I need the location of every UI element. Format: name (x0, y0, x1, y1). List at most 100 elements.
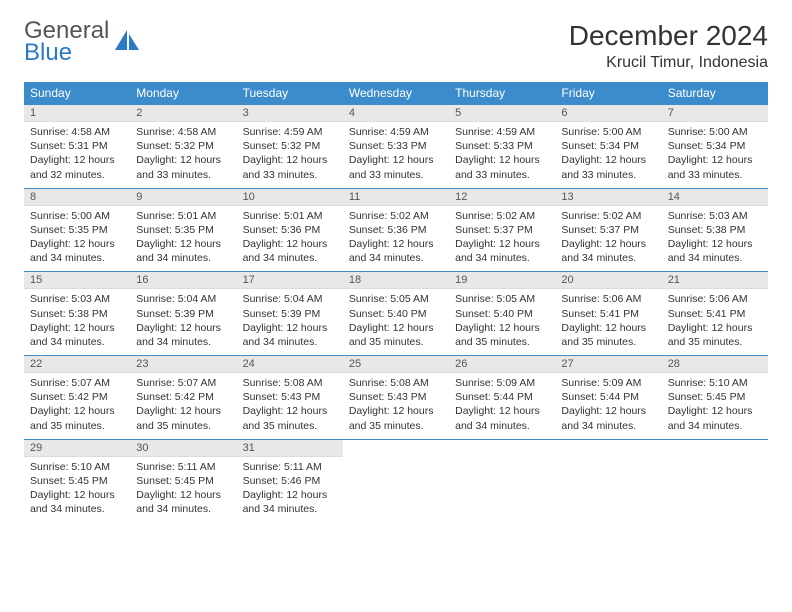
sunrise-line: Sunrise: 5:04 AM (243, 292, 337, 306)
daylight-line: Daylight: 12 hours and 34 minutes. (455, 237, 549, 265)
day-body: Sunrise: 5:06 AMSunset: 5:41 PMDaylight:… (662, 289, 768, 355)
calendar-cell: 16Sunrise: 5:04 AMSunset: 5:39 PMDayligh… (130, 272, 236, 356)
calendar-cell: 31Sunrise: 5:11 AMSunset: 5:46 PMDayligh… (237, 439, 343, 522)
daylight-line: Daylight: 12 hours and 34 minutes. (30, 488, 124, 516)
day-number: 20 (555, 272, 661, 289)
calendar-body: 1Sunrise: 4:58 AMSunset: 5:31 PMDaylight… (24, 105, 768, 523)
sunset-line: Sunset: 5:42 PM (136, 390, 230, 404)
weekday-header: Friday (555, 82, 661, 105)
sunrise-line: Sunrise: 5:09 AM (455, 376, 549, 390)
sunrise-line: Sunrise: 5:00 AM (30, 209, 124, 223)
sunset-line: Sunset: 5:35 PM (136, 223, 230, 237)
day-number: 31 (237, 440, 343, 457)
calendar-cell: 26Sunrise: 5:09 AMSunset: 5:44 PMDayligh… (449, 356, 555, 440)
sunrise-line: Sunrise: 5:08 AM (243, 376, 337, 390)
calendar-cell (662, 439, 768, 522)
day-body: Sunrise: 4:59 AMSunset: 5:33 PMDaylight:… (449, 122, 555, 188)
calendar-row: 22Sunrise: 5:07 AMSunset: 5:42 PMDayligh… (24, 356, 768, 440)
day-body: Sunrise: 5:04 AMSunset: 5:39 PMDaylight:… (130, 289, 236, 355)
daylight-line: Daylight: 12 hours and 32 minutes. (30, 153, 124, 181)
calendar-cell: 27Sunrise: 5:09 AMSunset: 5:44 PMDayligh… (555, 356, 661, 440)
sunrise-line: Sunrise: 5:02 AM (561, 209, 655, 223)
calendar-cell: 20Sunrise: 5:06 AMSunset: 5:41 PMDayligh… (555, 272, 661, 356)
day-number: 17 (237, 272, 343, 289)
weekday-header: Wednesday (343, 82, 449, 105)
calendar-cell: 5Sunrise: 4:59 AMSunset: 5:33 PMDaylight… (449, 105, 555, 189)
day-body: Sunrise: 5:01 AMSunset: 5:35 PMDaylight:… (130, 206, 236, 272)
day-number: 5 (449, 105, 555, 122)
calendar-cell: 1Sunrise: 4:58 AMSunset: 5:31 PMDaylight… (24, 105, 130, 189)
calendar-cell: 29Sunrise: 5:10 AMSunset: 5:45 PMDayligh… (24, 439, 130, 522)
sunrise-line: Sunrise: 5:01 AM (136, 209, 230, 223)
day-body: Sunrise: 5:04 AMSunset: 5:39 PMDaylight:… (237, 289, 343, 355)
calendar-cell: 24Sunrise: 5:08 AMSunset: 5:43 PMDayligh… (237, 356, 343, 440)
daylight-line: Daylight: 12 hours and 33 minutes. (561, 153, 655, 181)
sunrise-line: Sunrise: 4:59 AM (349, 125, 443, 139)
daylight-line: Daylight: 12 hours and 35 minutes. (30, 404, 124, 432)
day-body: Sunrise: 5:01 AMSunset: 5:36 PMDaylight:… (237, 206, 343, 272)
day-body: Sunrise: 4:59 AMSunset: 5:33 PMDaylight:… (343, 122, 449, 188)
header: General Blue December 2024 Krucil Timur,… (24, 20, 768, 72)
day-body: Sunrise: 5:09 AMSunset: 5:44 PMDaylight:… (555, 373, 661, 439)
day-number: 24 (237, 356, 343, 373)
daylight-line: Daylight: 12 hours and 34 minutes. (455, 404, 549, 432)
daylight-line: Daylight: 12 hours and 34 minutes. (136, 321, 230, 349)
sunrise-line: Sunrise: 5:00 AM (561, 125, 655, 139)
day-number: 25 (343, 356, 449, 373)
sunset-line: Sunset: 5:32 PM (136, 139, 230, 153)
day-body: Sunrise: 4:59 AMSunset: 5:32 PMDaylight:… (237, 122, 343, 188)
sunset-line: Sunset: 5:34 PM (561, 139, 655, 153)
calendar-cell: 13Sunrise: 5:02 AMSunset: 5:37 PMDayligh… (555, 188, 661, 272)
sunrise-line: Sunrise: 5:07 AM (136, 376, 230, 390)
day-number: 16 (130, 272, 236, 289)
weekday-header: Sunday (24, 82, 130, 105)
day-number: 9 (130, 189, 236, 206)
day-body: Sunrise: 5:02 AMSunset: 5:37 PMDaylight:… (555, 206, 661, 272)
sunrise-line: Sunrise: 5:10 AM (668, 376, 762, 390)
calendar-cell: 14Sunrise: 5:03 AMSunset: 5:38 PMDayligh… (662, 188, 768, 272)
month-title: December 2024 (569, 20, 768, 52)
sunrise-line: Sunrise: 4:58 AM (136, 125, 230, 139)
sunset-line: Sunset: 5:40 PM (455, 307, 549, 321)
daylight-line: Daylight: 12 hours and 35 minutes. (455, 321, 549, 349)
day-number: 2 (130, 105, 236, 122)
calendar-cell: 11Sunrise: 5:02 AMSunset: 5:36 PMDayligh… (343, 188, 449, 272)
sunset-line: Sunset: 5:37 PM (561, 223, 655, 237)
day-body: Sunrise: 5:08 AMSunset: 5:43 PMDaylight:… (343, 373, 449, 439)
day-body: Sunrise: 4:58 AMSunset: 5:31 PMDaylight:… (24, 122, 130, 188)
day-body: Sunrise: 5:11 AMSunset: 5:46 PMDaylight:… (237, 457, 343, 523)
calendar-head: SundayMondayTuesdayWednesdayThursdayFrid… (24, 82, 768, 105)
calendar-cell: 2Sunrise: 4:58 AMSunset: 5:32 PMDaylight… (130, 105, 236, 189)
daylight-line: Daylight: 12 hours and 34 minutes. (243, 488, 337, 516)
sunset-line: Sunset: 5:43 PM (243, 390, 337, 404)
sunrise-line: Sunrise: 5:09 AM (561, 376, 655, 390)
day-body: Sunrise: 4:58 AMSunset: 5:32 PMDaylight:… (130, 122, 236, 188)
sunrise-line: Sunrise: 5:03 AM (668, 209, 762, 223)
sunrise-line: Sunrise: 5:11 AM (243, 460, 337, 474)
day-body: Sunrise: 5:05 AMSunset: 5:40 PMDaylight:… (449, 289, 555, 355)
calendar-row: 8Sunrise: 5:00 AMSunset: 5:35 PMDaylight… (24, 188, 768, 272)
sunset-line: Sunset: 5:39 PM (136, 307, 230, 321)
daylight-line: Daylight: 12 hours and 34 minutes. (136, 488, 230, 516)
day-number: 7 (662, 105, 768, 122)
calendar-cell: 8Sunrise: 5:00 AMSunset: 5:35 PMDaylight… (24, 188, 130, 272)
day-body: Sunrise: 5:00 AMSunset: 5:35 PMDaylight:… (24, 206, 130, 272)
sunrise-line: Sunrise: 5:05 AM (455, 292, 549, 306)
calendar-table: SundayMondayTuesdayWednesdayThursdayFrid… (24, 82, 768, 522)
day-body: Sunrise: 5:02 AMSunset: 5:37 PMDaylight:… (449, 206, 555, 272)
day-body: Sunrise: 5:10 AMSunset: 5:45 PMDaylight:… (24, 457, 130, 523)
calendar-cell (449, 439, 555, 522)
day-number: 15 (24, 272, 130, 289)
sunset-line: Sunset: 5:42 PM (30, 390, 124, 404)
daylight-line: Daylight: 12 hours and 33 minutes. (668, 153, 762, 181)
sunset-line: Sunset: 5:37 PM (455, 223, 549, 237)
sunrise-line: Sunrise: 5:04 AM (136, 292, 230, 306)
sunset-line: Sunset: 5:36 PM (243, 223, 337, 237)
sunrise-line: Sunrise: 5:08 AM (349, 376, 443, 390)
daylight-line: Daylight: 12 hours and 34 minutes. (136, 237, 230, 265)
sunset-line: Sunset: 5:40 PM (349, 307, 443, 321)
sunset-line: Sunset: 5:45 PM (30, 474, 124, 488)
day-body: Sunrise: 5:11 AMSunset: 5:45 PMDaylight:… (130, 457, 236, 523)
calendar-cell: 7Sunrise: 5:00 AMSunset: 5:34 PMDaylight… (662, 105, 768, 189)
day-number: 23 (130, 356, 236, 373)
